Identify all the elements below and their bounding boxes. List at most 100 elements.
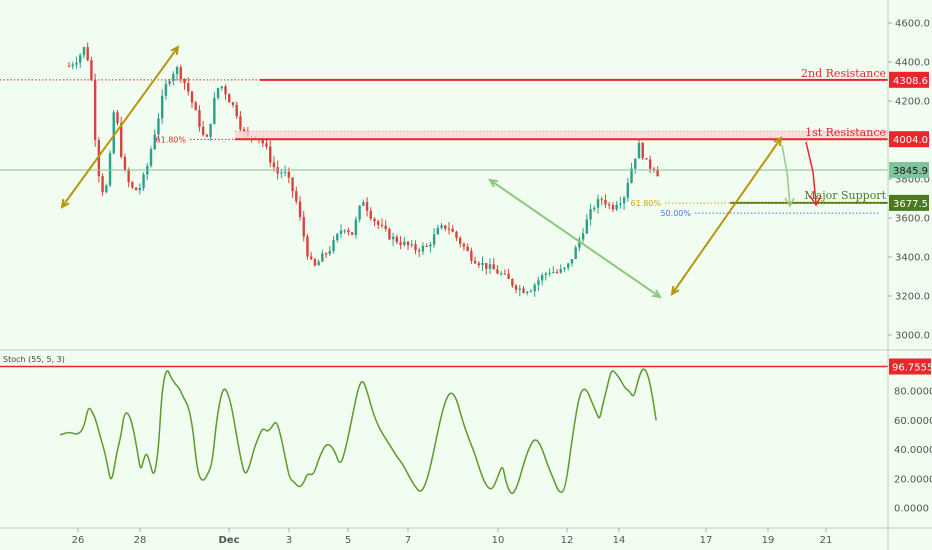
stoch-y-tick-label: 20.0000: [894, 474, 932, 485]
candle-body: [112, 112, 115, 154]
candle-body: [291, 177, 294, 192]
resistance-zone: [235, 131, 888, 140]
candle-body: [97, 140, 101, 177]
candle-body: [183, 79, 186, 84]
candle-body: [634, 158, 637, 169]
label-box-major-support-box: [889, 194, 929, 211]
candle-body: [462, 243, 466, 247]
candle-body: [354, 219, 358, 235]
candle-body: [552, 271, 555, 273]
candle-body: [559, 269, 562, 273]
candle-body: [529, 291, 533, 293]
candle-body: [406, 241, 410, 246]
candle-body: [187, 83, 190, 92]
label-1st-resistance: 1st Resistance: [805, 126, 886, 139]
candle-body: [440, 225, 443, 228]
stoch-y-tick-label: 0.0000: [894, 504, 929, 515]
candle-body: [269, 146, 272, 163]
arrow-small-drop: [781, 144, 791, 206]
arrow-rally-right: [671, 137, 782, 295]
candle-body: [414, 244, 417, 251]
stoch-legend: Stoch (55, 5, 3): [3, 355, 65, 364]
candle-body: [421, 245, 425, 252]
candle-body: [343, 230, 346, 232]
candle-body: [399, 242, 402, 245]
arrow-decline: [489, 179, 661, 298]
candle-body: [309, 256, 313, 260]
candle-body: [142, 174, 145, 188]
price-y-tick-label: 3000.0: [895, 331, 930, 342]
candle-body: [444, 225, 447, 229]
candle-body: [228, 94, 231, 103]
candle-body: [332, 240, 335, 251]
arrow-rally-left: [61, 46, 179, 208]
candle-body: [499, 273, 503, 275]
candle-body: [611, 205, 615, 210]
price-y-tick-label: 4200.0: [895, 97, 930, 108]
candle-body: [526, 291, 529, 294]
candle-body: [317, 261, 320, 266]
candle-body: [447, 228, 451, 230]
price-y-tick-label: 3800.0: [895, 175, 930, 186]
candle-body: [201, 126, 205, 135]
candle-body: [436, 227, 440, 235]
candle-body: [350, 232, 354, 235]
candle-body: [485, 262, 488, 269]
candle-body: [645, 158, 648, 160]
candle-body: [425, 245, 428, 247]
arrow-rally-left-head: [170, 45, 180, 56]
candle-body: [604, 199, 607, 205]
price-y-tick-label: 4400.0: [895, 58, 930, 69]
stoch-y-tick-label: 60.0000: [894, 416, 932, 427]
candle-body: [242, 129, 246, 132]
candle-body: [295, 191, 298, 202]
candle-body: [481, 262, 484, 266]
candle-body: [149, 149, 153, 166]
candle-body: [287, 171, 291, 178]
stoch-top-level-box: [889, 358, 931, 375]
candle-body: [507, 273, 510, 279]
price-y-tick-label: 4600.0: [895, 19, 930, 30]
stoch-y-tick-label: 40.0000: [894, 445, 932, 456]
candle-body: [302, 217, 305, 237]
candle-body: [432, 234, 436, 245]
candle-body: [503, 273, 507, 275]
arrow-red-drop-head: [809, 195, 822, 207]
candle-body: [321, 253, 324, 262]
candle-body: [488, 264, 492, 269]
candle-body: [429, 244, 432, 247]
candle-body: [544, 273, 548, 276]
candle-body: [388, 228, 391, 240]
candle-body: [134, 187, 138, 191]
label-major-support: Major Support: [804, 189, 886, 202]
fib-right-618-label: 61.80%: [630, 199, 661, 208]
arrow-rally-right-head: [773, 136, 783, 147]
candle-body: [205, 134, 209, 137]
candle-body: [451, 228, 454, 232]
price-y-tick-label: 3400.0: [895, 253, 930, 264]
candle-body: [164, 83, 168, 96]
candle-body: [209, 123, 212, 137]
x-tick-label: 7: [405, 535, 411, 546]
candle-body: [574, 247, 577, 260]
x-tick-label: 5: [345, 535, 351, 546]
x-tick-label: 12: [561, 535, 574, 546]
candle-body: [470, 250, 473, 261]
candle-body: [533, 284, 536, 292]
candle-body: [153, 134, 156, 150]
candle-body: [239, 116, 242, 130]
candle-body: [548, 272, 551, 274]
candle-body: [593, 207, 596, 210]
arrow-small-drop-head: [784, 197, 795, 208]
candle-body: [522, 288, 525, 294]
candle-body: [384, 225, 387, 229]
candle-body: [637, 142, 641, 159]
candle-body: [120, 123, 123, 157]
candle-body: [455, 231, 458, 238]
x-tick-label: Dec: [218, 535, 239, 546]
stoch-y-tick-label: 80.0000: [894, 387, 932, 398]
candle-body: [172, 73, 175, 82]
candle-body: [160, 95, 164, 119]
